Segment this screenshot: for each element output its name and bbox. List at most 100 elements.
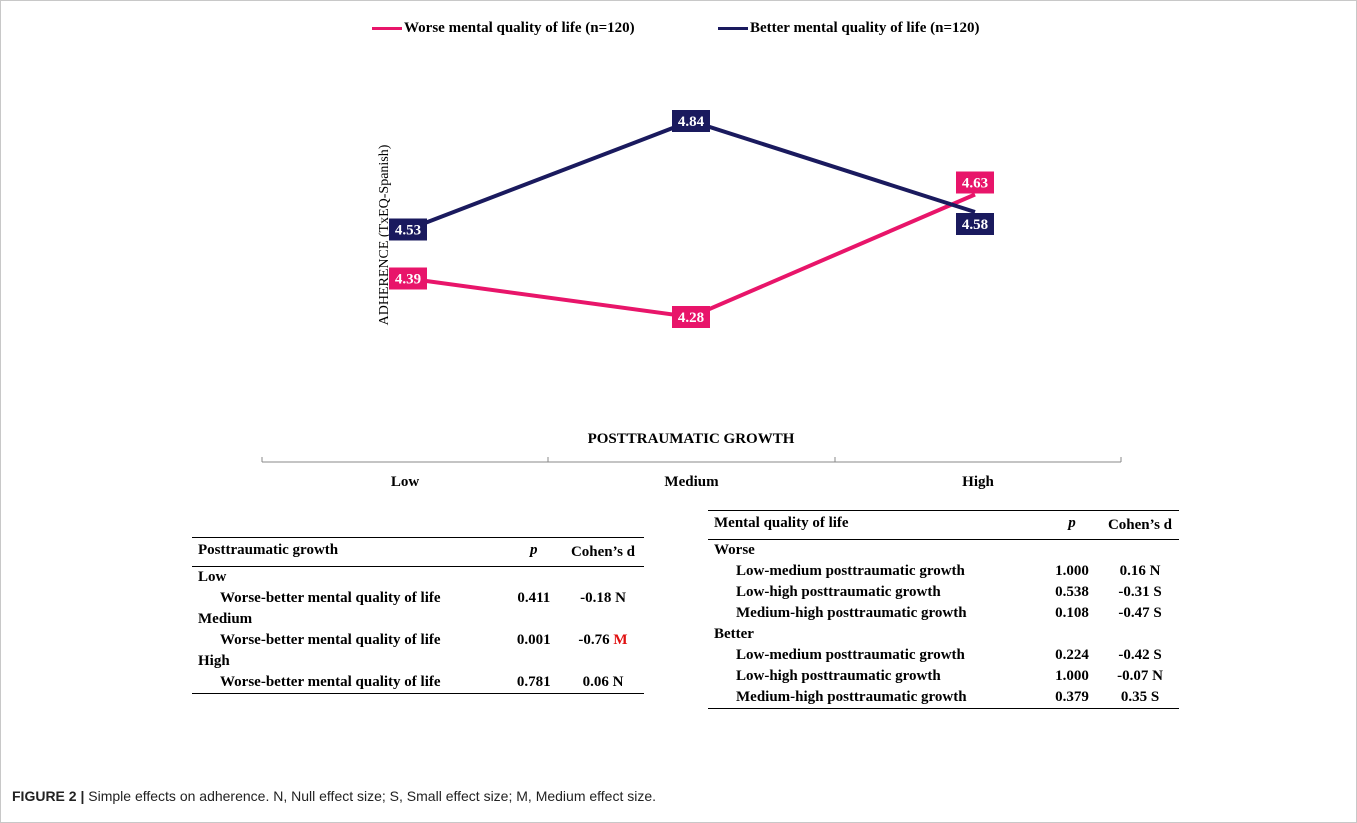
table-left-row-p — [506, 609, 562, 630]
table-left-header: Posttraumatic growth p Cohen’s d — [192, 537, 644, 567]
table-right-row-label: Low-high posttraumatic growth — [736, 668, 941, 684]
x-tick-label: Low — [391, 474, 420, 490]
data-label-box — [956, 171, 994, 194]
table-right-row-d: -0.42 S — [1101, 645, 1179, 666]
table-left-row-label: Worse-better mental quality of life — [220, 632, 441, 648]
table-right-row-d: -0.47 S — [1101, 603, 1179, 624]
table-right-row: Better — [708, 624, 1179, 645]
table-right-row-d-value: -0.47 S — [1118, 605, 1162, 621]
table-right: Mental quality of life p Cohen’s d Worse… — [708, 510, 1179, 709]
table-right-header-label: Mental quality of life — [708, 510, 1044, 540]
table-right-row: Worse — [708, 540, 1179, 562]
data-label: 4.58 — [956, 213, 994, 235]
data-label-text: 4.63 — [962, 176, 988, 192]
table-left-row: Medium — [192, 609, 644, 630]
table-right-row: Medium-high posttraumatic growth 0.108 -0.… — [708, 603, 1179, 624]
legend-label-worse: Worse mental quality of life (n=120) — [404, 20, 635, 36]
series-layer — [407, 118, 976, 320]
caption-text: Simple effects on adherence. N, Null eff… — [84, 788, 657, 804]
table-right-row-d-value: 0.16 N — [1119, 563, 1161, 579]
table-left-row-p: 0.781 — [505, 672, 562, 694]
x-axis-label: POSTTRAUMATIC GROWTH — [588, 431, 795, 447]
x-tick-label: Medium — [664, 474, 719, 490]
caption-label: FIGURE 2 | — [12, 788, 85, 804]
table-left-header-label: Posttraumatic growth — [192, 537, 506, 567]
table-left-row-d — [562, 651, 644, 672]
table-right-row-p: 0.224 — [1055, 647, 1089, 663]
legend-swatch-worse — [372, 27, 402, 31]
table-right-row-d — [1101, 624, 1179, 645]
data-label-box — [389, 218, 427, 241]
table-right-row-d-value: -0.31 S — [1118, 584, 1162, 600]
table-right-row-label: Low-medium posttraumatic growth — [736, 647, 965, 663]
table-left-row-d: 0.06 N — [562, 672, 644, 694]
table-left-row-d-value: -0.18 N — [580, 590, 626, 606]
data-label: 4.28 — [672, 306, 710, 328]
table-right-row-d: -0.07 N — [1101, 666, 1179, 687]
x-tick-label: High — [962, 474, 994, 490]
table-left-row: Worse-better mental quality of life 0.001… — [192, 630, 644, 651]
table-left-header-d: Cohen’s d — [562, 537, 644, 567]
table-right-row-p — [1043, 624, 1101, 645]
table-right-row-label: Medium-high posttraumatic growth — [708, 687, 1044, 709]
table-left-row-label: Low — [198, 569, 227, 585]
table-right-row-p: 1.000 — [1055, 668, 1089, 684]
table-right-header-p: p — [1043, 510, 1101, 540]
table-right-row-d: 0.35 S — [1101, 687, 1179, 709]
table-left-row: High — [192, 651, 644, 672]
table-left-row-p — [506, 651, 562, 672]
table-left-row-label: High — [198, 653, 230, 669]
data-label-box — [672, 110, 710, 132]
legend-label-better: Better mental quality of life (n=120) — [750, 20, 980, 36]
table-right-row-p: 0.379 — [1043, 687, 1101, 709]
data-label-text: 4.39 — [395, 272, 421, 288]
data-label-text: 4.84 — [678, 114, 705, 130]
data-label-box — [672, 306, 710, 328]
table-left-row-d — [562, 567, 644, 589]
x-axis: Low Medium High — [261, 457, 1122, 490]
table-right-row-d: -0.31 S — [1101, 582, 1179, 603]
chart-legend: Worse mental quality of life (n=120) Bet… — [0, 20, 1357, 44]
table-left-row-label: Worse-better mental quality of life — [220, 590, 441, 606]
table-left-row-label: Worse-better mental quality of life — [192, 672, 506, 694]
table-right-row-d-value: -0.42 S — [1118, 647, 1162, 663]
table-right-row-label: Medium-high posttraumatic growth — [736, 605, 967, 621]
series-line-0 — [407, 192, 976, 320]
table-left-row-d-flag: M — [609, 632, 628, 648]
data-label: 4.84 — [672, 110, 710, 132]
table-right-row-p — [1043, 540, 1101, 562]
data-label-text: 4.58 — [962, 217, 988, 233]
data-label-text: 4.53 — [395, 223, 421, 239]
table-right-row-label: Low-medium posttraumatic growth — [736, 563, 965, 579]
table-right-row: Low-medium posttraumatic growth 1.000 0.16… — [708, 561, 1179, 582]
data-label-text: 4.28 — [678, 310, 704, 326]
table-right-row-d — [1101, 540, 1179, 562]
table-right-row-p: 0.108 — [1055, 605, 1089, 621]
table-right-row-d-value: -0.07 N — [1117, 668, 1163, 684]
legend-item-worse: Worse mental quality of life (n=120) — [372, 20, 635, 37]
table-right-row: Medium-high posttraumatic growth 0.379 0.3… — [708, 687, 1179, 709]
data-label: 4.53 — [389, 218, 427, 241]
table-left-row-label: Medium — [198, 611, 253, 627]
table-left-row-d — [562, 609, 644, 630]
table-left-header-p: p — [505, 537, 562, 567]
table-left-row: Worse-better mental quality of life 0.781… — [192, 672, 644, 694]
table-right-row: Low-high posttraumatic growth 1.000 -0.07 … — [708, 666, 1179, 687]
series-line-1 — [407, 118, 976, 232]
table-right-row: Low-medium posttraumatic growth 0.224 -0.4… — [708, 645, 1179, 666]
table-right-row-p: 1.000 — [1055, 563, 1089, 579]
table-right-row: Low-high posttraumatic growth 0.538 -0.31 … — [708, 582, 1179, 603]
table-right-row-d: 0.16 N — [1101, 561, 1179, 582]
table-left-row-d-value: -0.76 — [578, 632, 610, 648]
table-right-row-d-value: 0.35 S — [1120, 689, 1160, 705]
line-chart: ADHERENCE (TxEQ-Spanish) POSTTRAUMATIC G… — [261, 110, 1122, 490]
table-left-row-p: 0.411 — [517, 590, 551, 606]
data-label: 4.39 — [389, 267, 427, 290]
table-right-header-d: Cohen’s d — [1101, 510, 1179, 540]
table-left: Posttraumatic growth p Cohen’s d Low Wors… — [192, 537, 644, 694]
data-label-box — [389, 267, 427, 290]
table-right-header: Mental quality of life p Cohen’s d — [708, 510, 1179, 540]
table-right-row-p: 0.538 — [1055, 584, 1089, 600]
table-left-row: Worse-better mental quality of life 0.411… — [192, 588, 644, 609]
figure-caption: FIGURE 2 | Simple effects on adherence. … — [12, 788, 656, 804]
